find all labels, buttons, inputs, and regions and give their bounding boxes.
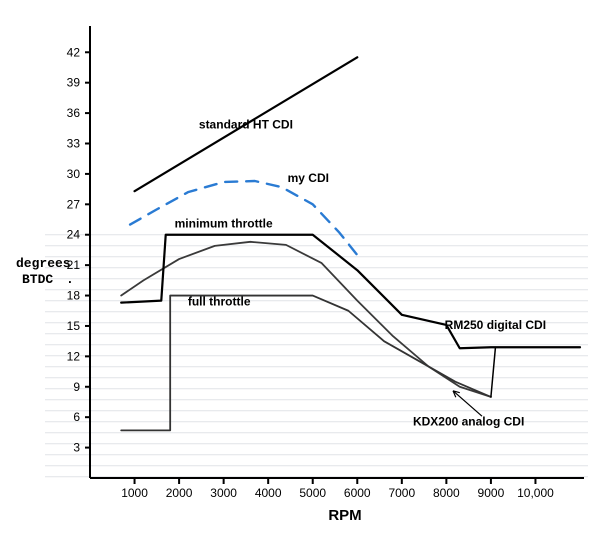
y-axis-title-line1: degrees: [16, 256, 71, 271]
y-tick-label: 30: [67, 167, 81, 181]
x-tick-label: 10,000: [517, 486, 554, 500]
series-label-standard_ht_cdi: standard HT CDI: [199, 117, 293, 131]
y-tick-label: 18: [67, 289, 81, 303]
series-label-my_cdi: my CDI: [288, 171, 329, 185]
series-label-full_throttle: full throttle: [188, 295, 251, 309]
y-tick-label: 9: [73, 380, 80, 394]
x-tick-label: 3000: [210, 486, 237, 500]
chart-svg: 3691215182124273033363942100020003000400…: [0, 0, 600, 528]
y-tick-label: 42: [67, 45, 81, 59]
x-tick-label: 6000: [344, 486, 371, 500]
y-tick-label: 3: [73, 441, 80, 455]
series-kdx200_analog_cdi: [453, 348, 495, 416]
svg-text:.: .: [66, 272, 74, 287]
x-tick-label: 8000: [433, 486, 460, 500]
arrow-line: [453, 391, 482, 416]
gridlines: [45, 235, 588, 477]
x-tick-label: 7000: [388, 486, 415, 500]
x-axis-title: RPM: [328, 507, 361, 524]
series-label-rm250_digital_cdi: RM250 digital CDI: [445, 318, 546, 332]
timing-chart: 3691215182124273033363942100020003000400…: [0, 0, 600, 528]
series-minimum_throttle: [121, 242, 491, 397]
series-label-minimum_throttle: minimum throttle: [175, 217, 273, 231]
x-tick-label: 4000: [255, 486, 282, 500]
series-full_throttle: [121, 296, 491, 431]
x-tick-label: 9000: [478, 486, 505, 500]
y-tick-label: 33: [67, 137, 81, 151]
y-tick-label: 12: [67, 349, 81, 363]
y-tick-label: 6: [73, 410, 80, 424]
y-tick-label: 39: [67, 76, 81, 90]
y-axis-title-line2: BTDC: [22, 272, 53, 287]
series-label-kdx200_analog_cdi: KDX200 analog CDI: [413, 414, 524, 428]
x-tick-label: 1000: [121, 486, 148, 500]
y-tick-label: 24: [67, 228, 81, 242]
y-tick-label: 36: [67, 106, 81, 120]
x-tick-label: 2000: [166, 486, 193, 500]
x-tick-label: 5000: [299, 486, 326, 500]
y-tick-label: 15: [67, 319, 81, 333]
y-tick-label: 27: [67, 197, 81, 211]
